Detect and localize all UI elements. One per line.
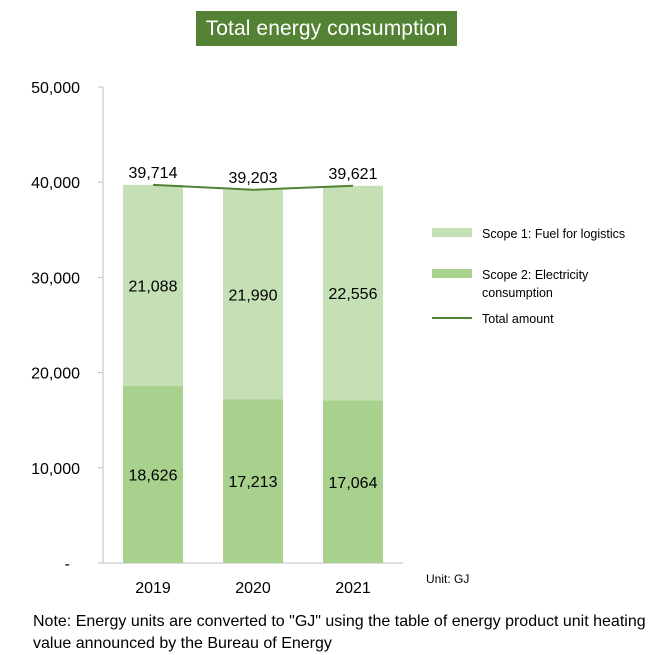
bar-scope1 [123, 184, 183, 386]
bar-scope2 [323, 400, 383, 563]
bar-scope2 [223, 399, 283, 563]
legend-label: Scope 2: Electricity [482, 268, 589, 282]
data-label-total: 39,714 [129, 165, 178, 182]
legend-label: Scope 1: Fuel for logistics [482, 227, 625, 241]
bar-scope1 [323, 185, 383, 401]
x-tick-label: 2019 [135, 580, 171, 597]
data-label-scope2: 17,213 [229, 474, 278, 491]
legend-label: Total amount [482, 312, 554, 326]
x-tick-label: 2021 [335, 580, 371, 597]
legend-label: consumption [482, 286, 553, 300]
footnote: Note: Energy units are converted to "GJ"… [33, 613, 646, 652]
energy-chart: - 10,000 20,000 30,000 40,000 50,000 18,626 21,… [31, 80, 625, 597]
legend-swatch [432, 269, 472, 278]
y-tick-label: 50,000 [31, 80, 80, 97]
y-tick-label: 40,000 [31, 175, 80, 192]
data-label-scope2: 17,064 [329, 475, 378, 492]
legend-swatch [432, 228, 472, 237]
data-label-scope1: 21,990 [229, 287, 278, 304]
line-total [152, 183, 354, 191]
y-tick-label: 30,000 [31, 270, 80, 287]
data-label-total: 39,203 [229, 170, 278, 187]
unit-label: Unit: GJ [426, 572, 470, 586]
y-tick-label: - [65, 556, 70, 573]
data-label-scope1: 21,088 [129, 278, 178, 295]
bar-scope1 [223, 189, 283, 400]
data-label-scope1: 22,556 [329, 286, 378, 303]
chart-title: Total energy consumption [196, 11, 457, 46]
x-tick-label: 2020 [235, 580, 271, 597]
bar-scope2 [123, 385, 183, 563]
data-label-total: 39,621 [329, 166, 378, 183]
y-tick-label: 10,000 [31, 461, 80, 478]
data-label-scope2: 18,626 [129, 467, 178, 484]
y-tick-label: 20,000 [31, 366, 80, 383]
